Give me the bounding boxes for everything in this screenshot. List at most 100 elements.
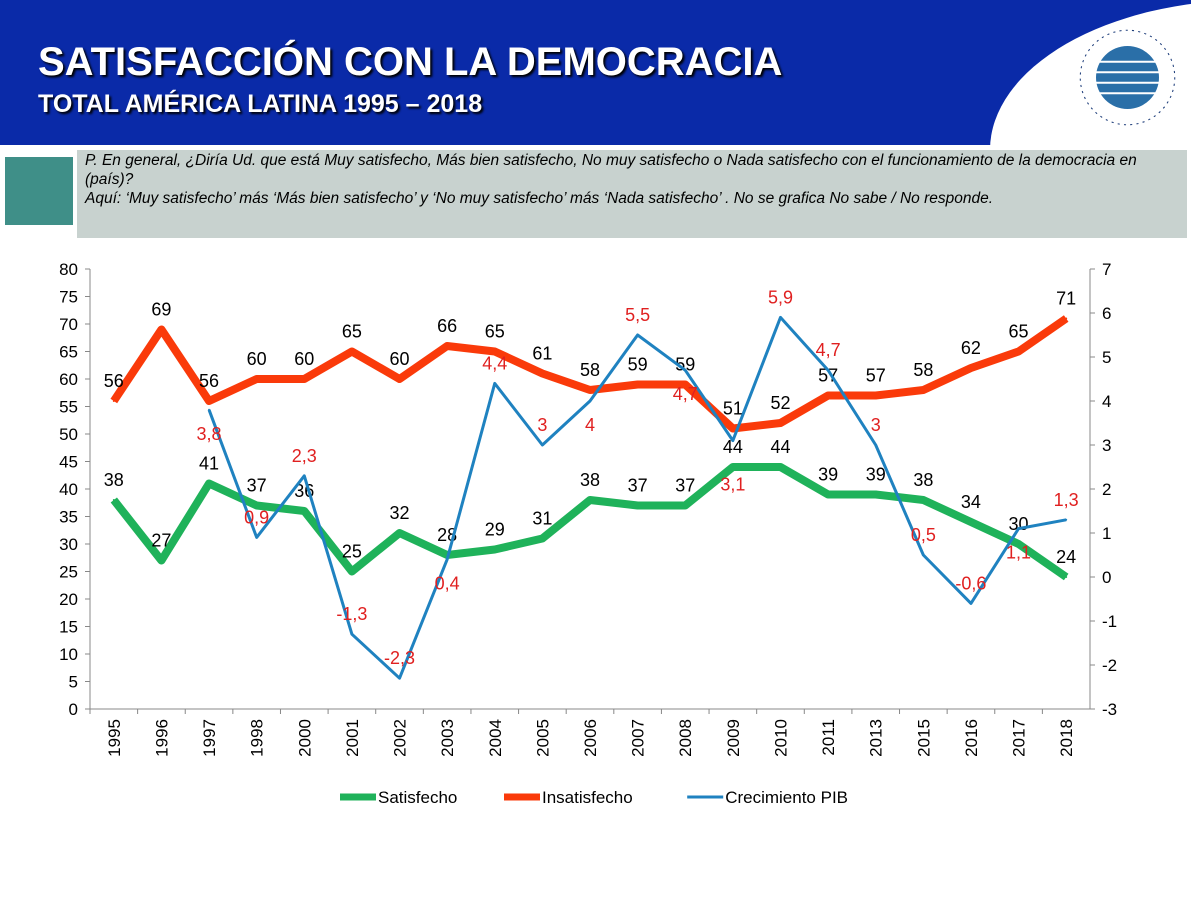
header-banner: SATISFACCIÓN CON LA DEMOCRACIA TOTAL AMÉ…: [0, 0, 1191, 150]
data-label: 5,9: [768, 287, 793, 307]
data-label: 38: [580, 470, 600, 490]
x-tick-label: 2011: [819, 719, 838, 756]
question-box: P. En general, ¿Diría Ud. que está Muy s…: [77, 150, 1187, 238]
data-label: 57: [866, 366, 886, 386]
y-left-tick-label: 50: [59, 425, 78, 444]
y-right-tick-label: 4: [1102, 392, 1111, 411]
data-point: [350, 570, 353, 573]
y-right-tick-label: 3: [1102, 436, 1111, 455]
data-label: 59: [675, 355, 695, 375]
x-tick-label: 2003: [438, 719, 457, 757]
data-label: 69: [151, 300, 171, 320]
x-tick-label: 2002: [391, 719, 410, 757]
y-left-tick-label: 0: [69, 700, 78, 719]
data-label: 60: [294, 349, 314, 369]
page-subtitle: TOTAL AMÉRICA LATINA 1995 – 2018: [38, 90, 483, 118]
data-point: [827, 493, 830, 496]
data-label: 29: [485, 520, 505, 540]
data-point: [112, 499, 115, 501]
data-point: [874, 493, 877, 496]
data-label: 1,1: [1006, 543, 1031, 563]
data-point: [112, 400, 115, 402]
x-tick-label: 2005: [533, 719, 552, 757]
y-right-tick-label: 5: [1102, 348, 1111, 367]
y-left-tick-label: 65: [59, 343, 78, 362]
data-point: [827, 394, 830, 397]
data-label: 24: [1056, 547, 1076, 567]
x-tick-label: 1995: [105, 719, 124, 757]
data-point: [969, 602, 972, 605]
x-tick-label: 2018: [1057, 719, 1076, 757]
legend-label: Crecimiento PIB: [725, 788, 848, 807]
data-point: [446, 558, 449, 561]
data-point: [208, 408, 211, 411]
x-tick-label: 2009: [724, 719, 743, 757]
data-point: [1065, 518, 1068, 521]
data-point: [731, 439, 734, 442]
y-right-tick-label: -1: [1102, 612, 1117, 631]
data-label: 39: [818, 465, 838, 485]
data-point: [636, 383, 639, 386]
data-label: 66: [437, 316, 457, 336]
x-tick-label: 2015: [914, 719, 933, 757]
data-label: 44: [723, 437, 743, 457]
data-point: [731, 427, 734, 430]
data-label: 60: [390, 349, 410, 369]
data-label: 58: [580, 360, 600, 380]
data-point: [255, 504, 258, 507]
data-label: 52: [770, 393, 790, 413]
data-label: -0,6: [955, 573, 986, 593]
data-point: [969, 367, 972, 369]
question-text: P. En general, ¿Diría Ud. que está Muy s…: [85, 152, 1137, 188]
data-point: [398, 378, 401, 380]
y-left-tick-label: 30: [59, 535, 78, 554]
x-tick-label: 2010: [771, 719, 790, 757]
data-point: [541, 444, 544, 446]
y-right-tick-label: 7: [1102, 260, 1111, 279]
data-label: -1,3: [336, 604, 367, 624]
y-left-tick-label: 45: [59, 453, 78, 472]
x-tick-label: 2006: [581, 719, 600, 757]
x-tick-label: 2007: [629, 719, 648, 757]
data-point: [493, 548, 496, 551]
y-left-tick-label: 55: [59, 398, 78, 417]
x-tick-label: 2004: [486, 719, 505, 757]
data-point: [493, 382, 496, 385]
legend-label: Insatisfecho: [542, 788, 633, 807]
data-point: [589, 389, 591, 391]
data-label: 1,3: [1054, 490, 1079, 510]
data-point: [684, 369, 687, 372]
y-right-tick-label: -2: [1102, 656, 1117, 675]
data-point: [398, 677, 401, 680]
data-label: 4,7: [816, 340, 841, 360]
y-right-tick-label: 0: [1102, 568, 1111, 587]
data-label: 31: [532, 509, 552, 529]
data-point: [255, 536, 258, 539]
y-left-tick-label: 25: [59, 563, 78, 582]
data-label: 0,4: [435, 573, 460, 593]
x-tick-label: 2013: [867, 719, 886, 757]
y-left-tick-label: 40: [59, 480, 78, 499]
y-left-tick-label: 60: [59, 370, 78, 389]
data-label: 39: [866, 465, 886, 485]
data-point: [303, 510, 306, 512]
data-label: -2,3: [384, 648, 415, 668]
data-point: [589, 400, 591, 402]
x-tick-label: 2008: [676, 719, 695, 757]
question-note: Aquí: ‘Muy satisfecho’ más ‘Más bien sat…: [85, 190, 994, 207]
data-label: 25: [342, 542, 362, 562]
data-label: 59: [628, 355, 648, 375]
data-point: [493, 350, 496, 353]
y-right-tick-label: 2: [1102, 480, 1111, 499]
y-left-tick-label: 75: [59, 288, 78, 307]
data-label: 60: [247, 349, 267, 369]
data-point: [731, 466, 734, 468]
y-left-tick-label: 15: [59, 618, 78, 637]
data-point: [160, 559, 163, 562]
data-label: 65: [1009, 322, 1029, 342]
data-label: 2,3: [292, 446, 317, 466]
data-point: [1017, 543, 1020, 545]
data-point: [446, 345, 449, 347]
data-label: 38: [104, 470, 124, 490]
